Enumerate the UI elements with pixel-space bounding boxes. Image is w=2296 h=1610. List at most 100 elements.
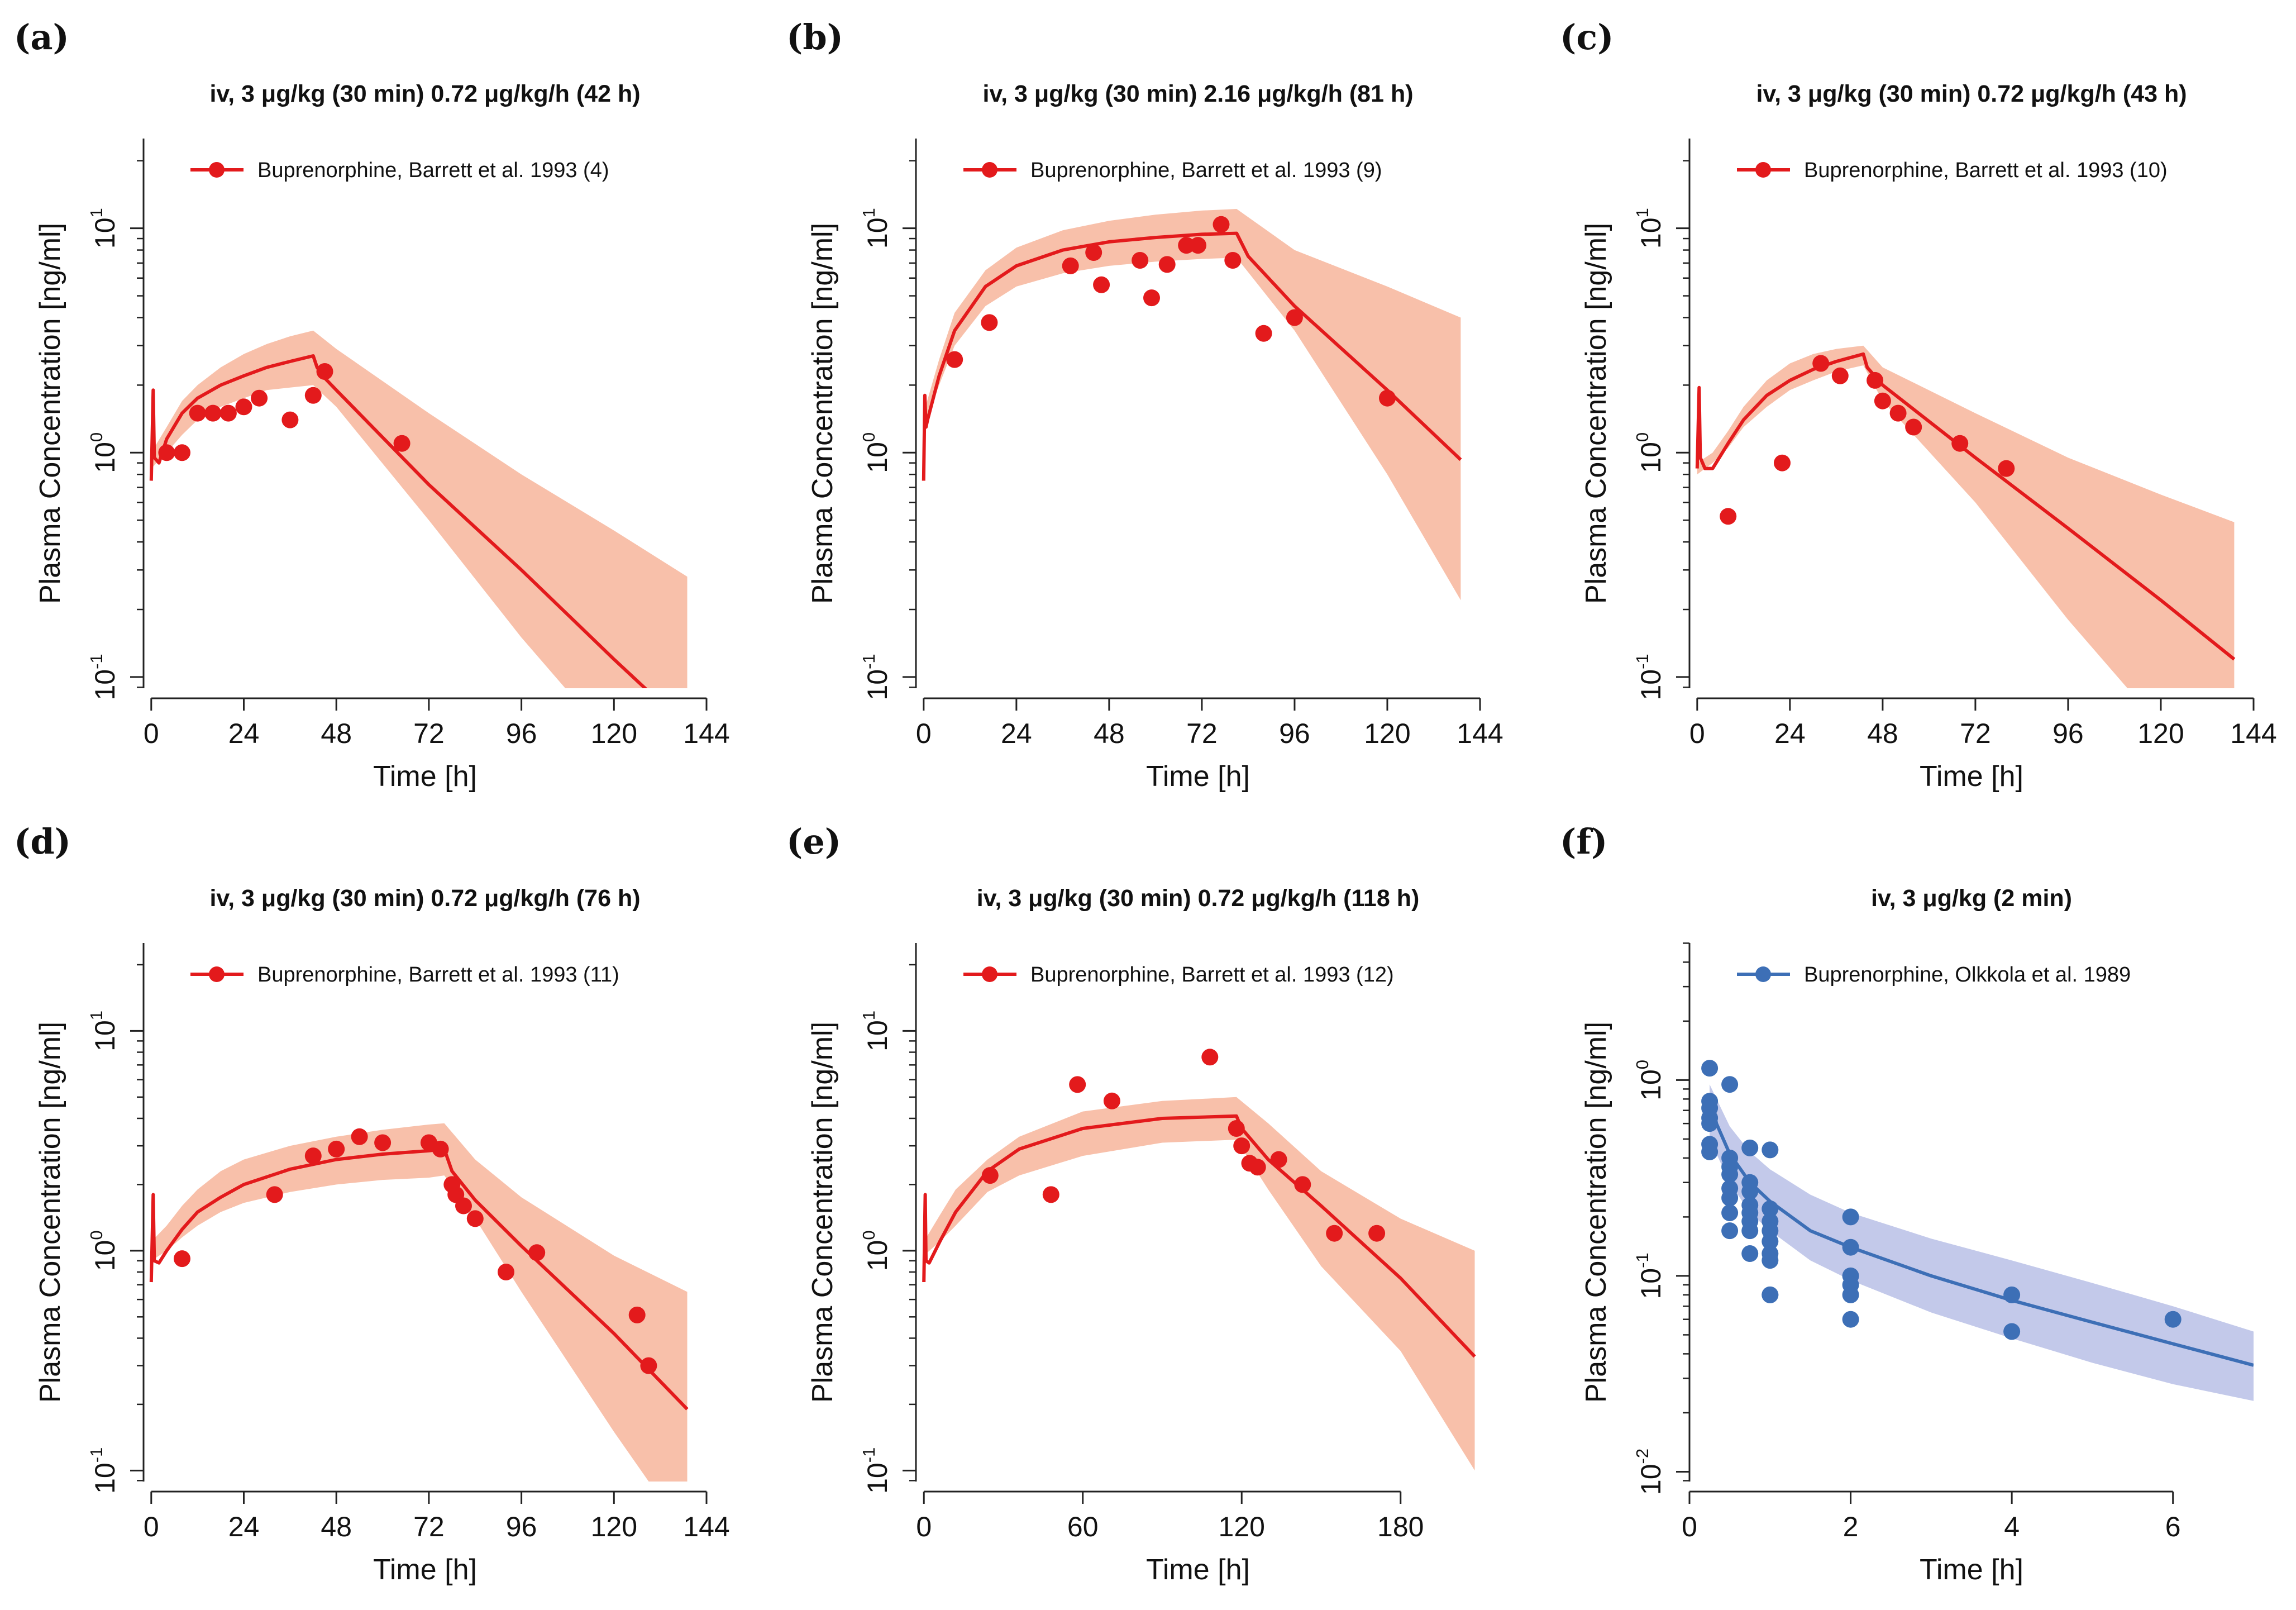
panel-title: iv, 3 μg/kg (30 min) 0.72 μg/kg/h (118 h…: [977, 885, 1420, 912]
chart-panel-c: (c) iv, 3 μg/kg (30 min) 0.72 μg/kg/h (43…: [1560, 17, 2277, 793]
y-tick-label: 100: [87, 432, 121, 473]
legend-marker: [1755, 162, 1771, 178]
legend: Buprenorphine, Barrett et al. 1993 (11): [190, 963, 619, 987]
data-point: [1294, 1176, 1311, 1193]
data-point: [1093, 276, 1110, 293]
x-tick-label: 48: [321, 718, 352, 749]
data-point: [1326, 1225, 1343, 1242]
x-tick-label: 120: [2137, 718, 2184, 749]
y-axis-label: Plasma Concentration [ng/ml]: [1580, 1022, 1612, 1403]
data-point: [1233, 1137, 1250, 1155]
legend-marker: [209, 162, 225, 178]
data-point: [1224, 252, 1242, 269]
data-point: [266, 1186, 283, 1203]
data-point: [1721, 1189, 1739, 1207]
panel-letter: (e): [786, 821, 841, 862]
x-tick-label: 24: [228, 718, 260, 749]
y-tick-label: 101: [87, 208, 121, 249]
data-point: [304, 387, 322, 404]
legend: Buprenorphine, Barrett et al. 1993 (9): [963, 159, 1382, 182]
observed-points: [174, 1128, 657, 1374]
y-axis-label: Plasma Concentration [ng/ml]: [34, 1022, 66, 1403]
prediction-band: [1697, 345, 2235, 688]
legend-label: Buprenorphine, Barrett et al. 1993 (10): [1804, 159, 2168, 182]
legend-label: Buprenorphine, Barrett et al. 1993 (12): [1030, 963, 1394, 987]
y-tick-label: 100: [859, 1230, 893, 1271]
legend-label: Buprenorphine, Barrett et al. 1993 (4): [257, 159, 609, 182]
data-point: [158, 444, 175, 461]
data-point: [1701, 1060, 1719, 1077]
data-point: [374, 1134, 392, 1151]
data-point: [1228, 1120, 1245, 1137]
x-tick-label: 60: [1067, 1511, 1099, 1542]
x-tick-label: 72: [413, 1511, 445, 1542]
data-point: [1762, 1141, 1779, 1159]
x-tick-label: 120: [591, 718, 637, 749]
data-point: [1085, 244, 1102, 261]
legend: Buprenorphine, Barrett et al. 1993 (4): [190, 159, 609, 182]
data-point: [1842, 1286, 1859, 1303]
y-tick-label: 101: [859, 208, 893, 249]
x-tick-label: 0: [1689, 718, 1705, 749]
observed-points: [981, 1049, 1386, 1242]
data-point: [251, 389, 268, 407]
x-tick-label: 96: [1279, 718, 1310, 749]
data-point: [1701, 1143, 1719, 1160]
panel-title: iv, 3 μg/kg (30 min) 0.72 μg/kg/h (76 h): [209, 885, 640, 912]
data-point: [1741, 1183, 1759, 1200]
x-tick-label: 4: [2004, 1511, 2020, 1542]
x-tick-label: 48: [1094, 718, 1125, 749]
data-point: [1286, 309, 1303, 326]
panel-letter: (d): [14, 821, 71, 862]
legend: Buprenorphine, Barrett et al. 1993 (10): [1737, 159, 2168, 182]
data-point: [628, 1306, 646, 1323]
y-tick-label: 10-1: [87, 1447, 121, 1494]
prediction-band: [151, 1123, 688, 1482]
x-tick-label: 72: [1186, 718, 1218, 749]
panel-title: iv, 3 μg/kg (30 min) 0.72 μg/kg/h (43 h): [1756, 80, 2187, 107]
x-tick-label: 96: [2052, 718, 2084, 749]
data-point: [1042, 1186, 1059, 1203]
data-point: [1774, 454, 1791, 471]
y-axis-label: Plasma Concentration [ng/ml]: [34, 223, 66, 604]
legend-marker: [209, 966, 225, 982]
data-point: [1721, 1166, 1739, 1183]
x-tick-label: 120: [1364, 718, 1410, 749]
panel-title: iv, 3 μg/kg (2 min): [1871, 885, 2072, 912]
data-point: [1178, 237, 1195, 254]
data-point: [981, 1167, 999, 1184]
x-tick-label: 72: [413, 718, 445, 749]
data-point: [1842, 1208, 1859, 1226]
x-tick-label: 0: [916, 718, 932, 749]
data-point: [1190, 237, 1206, 254]
chart-panel-b: (b) iv, 3 μg/kg (30 min) 2.16 μg/kg/h (81…: [786, 17, 1503, 793]
x-tick-label: 144: [2230, 718, 2276, 749]
y-tick-label: 100: [1633, 432, 1667, 473]
data-point: [946, 351, 963, 368]
legend-marker: [982, 966, 997, 982]
x-tick-label: 144: [1457, 718, 1503, 749]
data-point: [328, 1140, 345, 1158]
data-point: [1062, 257, 1079, 274]
y-axis-label: Plasma Concentration [ng/ml]: [1580, 223, 1612, 604]
data-point: [1158, 256, 1176, 273]
x-tick-label: 0: [144, 718, 159, 749]
x-tick-label: 180: [1377, 1511, 1424, 1542]
data-point: [316, 363, 333, 380]
data-point: [455, 1197, 472, 1214]
x-tick-label: 0: [1682, 1511, 1697, 1542]
data-point: [393, 435, 410, 452]
y-tick-label: 10-1: [1633, 1252, 1667, 1299]
data-point: [304, 1147, 322, 1165]
data-point: [498, 1264, 514, 1280]
data-point: [1867, 371, 1884, 389]
legend-marker: [982, 162, 997, 178]
y-tick-label: 101: [87, 1011, 121, 1051]
x-tick-label: 120: [1219, 1511, 1265, 1542]
data-point: [1842, 1311, 1859, 1328]
y-tick-label: 100: [859, 432, 893, 473]
x-tick-label: 144: [683, 1511, 729, 1542]
y-tick-label: 101: [1633, 208, 1667, 249]
chart-panel-d: (d) iv, 3 μg/kg (30 min) 0.72 μg/kg/h (76…: [14, 821, 730, 1586]
